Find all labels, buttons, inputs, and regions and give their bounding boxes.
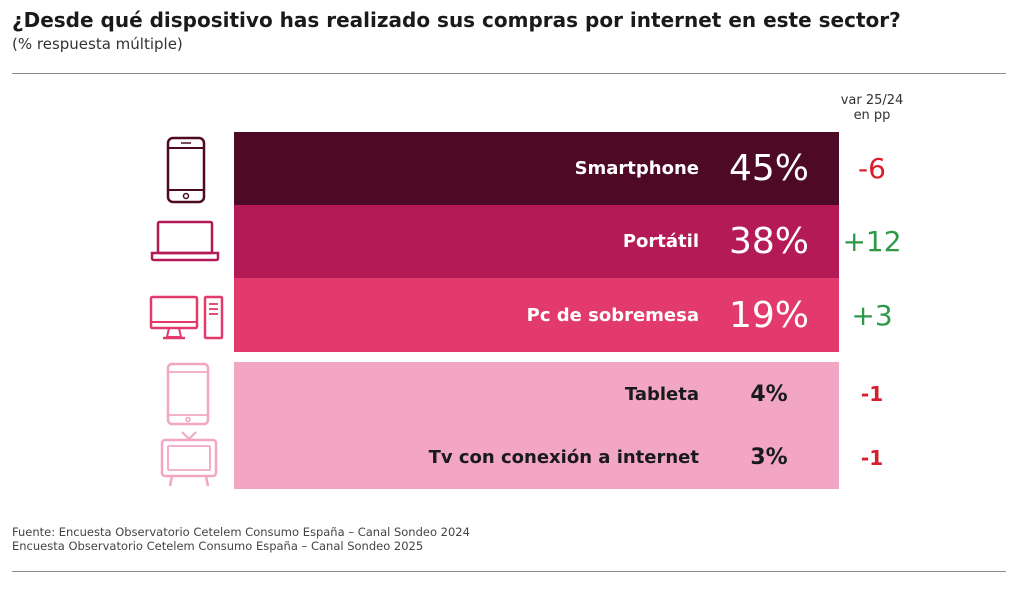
bar-value-tableta: 4% [750, 381, 788, 407]
top-divider [12, 73, 1006, 74]
variation-tableta: -1 [860, 382, 884, 406]
bar-value-smartphone: 45% [728, 148, 809, 189]
laptop-icon [150, 220, 220, 262]
minor-devices-block [234, 362, 839, 489]
desktop-pc-icon [149, 295, 224, 340]
bar-label-tv: Tv con conexión a internet [428, 447, 699, 468]
bar-label-portatil: Portátil [622, 231, 699, 252]
variation-portatil: +12 [842, 225, 902, 258]
bar-portatil: Portátil 38% [234, 205, 839, 278]
variation-tv: -1 [860, 445, 884, 470]
source-note: Fuente: Encuesta Observatorio Cetelem Co… [12, 525, 470, 553]
variation-smartphone: -6 [858, 152, 886, 185]
bar-tableta: Tableta 4% [234, 362, 839, 426]
variation-header-line-2: en pp [853, 108, 891, 123]
tv-icon [160, 431, 218, 487]
source-line-2: Encuesta Observatorio Cetelem Consumo Es… [12, 539, 424, 553]
bar-pc-sobremesa: Pc de sobremesa 19% [234, 278, 839, 352]
bar-smartphone: Smartphone 45% [234, 132, 839, 205]
variation-header: var 25/24 en pp [840, 93, 904, 123]
bar-label-tableta: Tableta [624, 383, 699, 405]
chart-title: ¿Desde qué dispositivo has realizado sus… [12, 8, 901, 32]
source-line-1: Fuente: Encuesta Observatorio Cetelem Co… [12, 525, 470, 539]
chart-subtitle: (% respuesta múltiple) [12, 35, 183, 53]
tablet-icon [166, 362, 210, 426]
bar-tv: Tv con conexión a internet 3% [234, 426, 839, 489]
bar-label-smartphone: Smartphone [574, 158, 699, 179]
bar-value-tv: 3% [750, 445, 788, 470]
bar-value-portatil: 38% [728, 221, 809, 262]
bar-label-pc-sobremesa: Pc de sobremesa [526, 304, 699, 326]
bottom-divider [12, 571, 1006, 572]
variation-pc-sobremesa: +3 [851, 298, 893, 332]
variation-header-line-1: var 25/24 [840, 93, 904, 108]
smartphone-icon [166, 136, 206, 204]
bar-value-pc-sobremesa: 19% [728, 294, 809, 336]
